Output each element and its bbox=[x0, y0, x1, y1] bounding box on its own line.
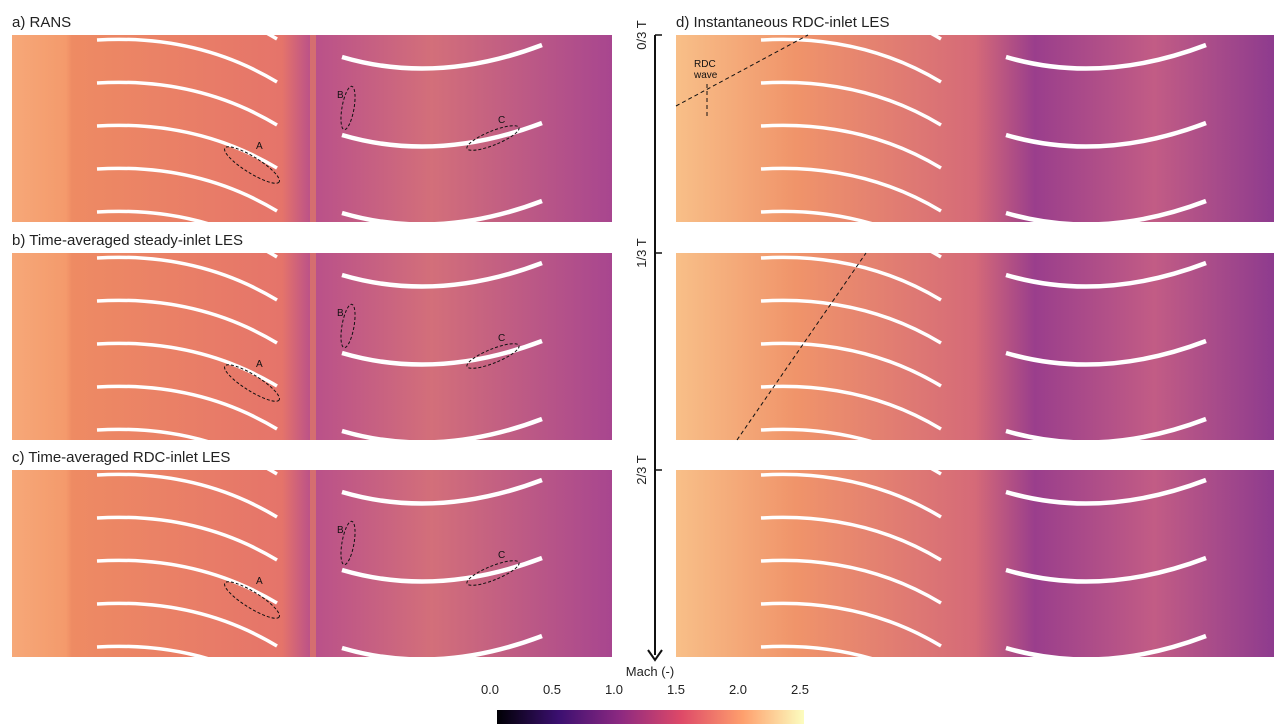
blade bbox=[1005, 120, 1207, 149]
field-bg bbox=[676, 470, 1274, 657]
annotation-label: A bbox=[256, 359, 263, 370]
panel-title: d) Instantaneous RDC-inlet LES bbox=[676, 14, 889, 31]
panel-title: c) Time-averaged RDC-inlet LES bbox=[12, 449, 230, 466]
blade bbox=[96, 472, 278, 519]
time-label: 0/3 T bbox=[634, 20, 649, 49]
time-label: 2/3 T bbox=[634, 455, 649, 484]
colorbar-title: Mach (-) bbox=[626, 664, 674, 679]
blade bbox=[760, 515, 942, 562]
annotation-label: wave bbox=[693, 70, 718, 81]
blade bbox=[266, 35, 278, 41]
rdc-wave-line bbox=[736, 252, 867, 441]
blade bbox=[341, 120, 543, 149]
colorbar-tick: 1.5 bbox=[667, 682, 685, 697]
blade bbox=[341, 416, 543, 440]
flow-field bbox=[12, 253, 612, 440]
colorbar-tick: 2.5 bbox=[791, 682, 809, 697]
blade bbox=[341, 477, 543, 506]
flow-field bbox=[676, 470, 1274, 657]
blade bbox=[96, 80, 278, 127]
blade bbox=[341, 260, 543, 289]
blade bbox=[760, 123, 942, 170]
annotation-label: B bbox=[337, 308, 344, 319]
panel-title: b) Time-averaged steady-inlet LES bbox=[12, 232, 243, 249]
blade bbox=[760, 209, 873, 222]
annotation-label: B bbox=[337, 90, 344, 101]
field-bg bbox=[676, 35, 1274, 222]
annotation-label: RDC bbox=[694, 59, 716, 70]
annotation-ellipse bbox=[466, 343, 520, 369]
blade bbox=[1005, 416, 1207, 440]
blade bbox=[96, 515, 278, 562]
time-label: 1/3 T bbox=[634, 238, 649, 267]
annotation-label: C bbox=[498, 333, 505, 344]
blade bbox=[760, 601, 942, 648]
stage-divide bbox=[310, 470, 316, 657]
flow-field bbox=[676, 35, 1274, 222]
blade bbox=[760, 37, 942, 84]
annotation-ellipse bbox=[224, 364, 280, 402]
flow-field bbox=[12, 35, 612, 222]
blade bbox=[341, 633, 543, 657]
blade bbox=[760, 80, 942, 127]
colorbar-tick: 2.0 bbox=[729, 682, 747, 697]
blade bbox=[760, 427, 873, 440]
blade bbox=[760, 166, 942, 213]
blade bbox=[96, 298, 278, 345]
blade bbox=[760, 644, 873, 657]
colorbar bbox=[497, 710, 804, 724]
blade bbox=[1005, 477, 1207, 506]
blade bbox=[760, 298, 942, 345]
annotation-label: A bbox=[256, 141, 263, 152]
blade bbox=[96, 558, 278, 605]
blade bbox=[1005, 198, 1207, 222]
stage-divide bbox=[310, 35, 316, 222]
annotation-ellipse bbox=[340, 303, 356, 349]
time-arrow bbox=[647, 649, 663, 662]
annotation-ellipse bbox=[340, 85, 356, 131]
blade bbox=[96, 644, 209, 657]
blade bbox=[96, 341, 278, 388]
blade bbox=[760, 384, 942, 431]
flow-field bbox=[676, 253, 1274, 440]
blade bbox=[1005, 338, 1207, 367]
blade bbox=[341, 42, 543, 71]
colorbar-tick: 0.5 bbox=[543, 682, 561, 697]
blade bbox=[760, 472, 942, 519]
blade bbox=[96, 384, 278, 431]
panel-title: a) RANS bbox=[12, 14, 71, 31]
blade bbox=[760, 255, 942, 302]
flow-field bbox=[12, 470, 612, 724]
annotation-ellipse bbox=[224, 146, 280, 184]
blade bbox=[96, 123, 278, 170]
field-bg bbox=[676, 253, 1274, 440]
stage-divide bbox=[310, 253, 316, 440]
rdc-wave-line bbox=[675, 34, 809, 107]
blade bbox=[97, 689, 277, 724]
blade bbox=[96, 209, 209, 222]
blade bbox=[96, 166, 278, 213]
colorbar-tick: 0.0 bbox=[481, 682, 499, 697]
blade bbox=[1005, 555, 1207, 584]
annotation-label: B bbox=[337, 525, 344, 536]
blade bbox=[760, 341, 942, 388]
annotation-label: C bbox=[498, 550, 505, 561]
annotation-label: A bbox=[256, 576, 263, 587]
blade bbox=[96, 37, 278, 84]
blade bbox=[96, 427, 209, 440]
blade bbox=[341, 555, 543, 584]
annotation-ellipse bbox=[224, 581, 280, 619]
blade bbox=[760, 558, 942, 605]
blade bbox=[96, 255, 278, 302]
blade bbox=[1005, 42, 1207, 71]
annotation-label: C bbox=[498, 115, 505, 126]
annotation-ellipse bbox=[340, 520, 356, 566]
blade bbox=[341, 338, 543, 367]
blade bbox=[1005, 633, 1207, 657]
blade bbox=[1005, 260, 1207, 289]
blade bbox=[341, 198, 543, 222]
blade bbox=[96, 601, 278, 648]
colorbar-tick: 1.0 bbox=[605, 682, 623, 697]
